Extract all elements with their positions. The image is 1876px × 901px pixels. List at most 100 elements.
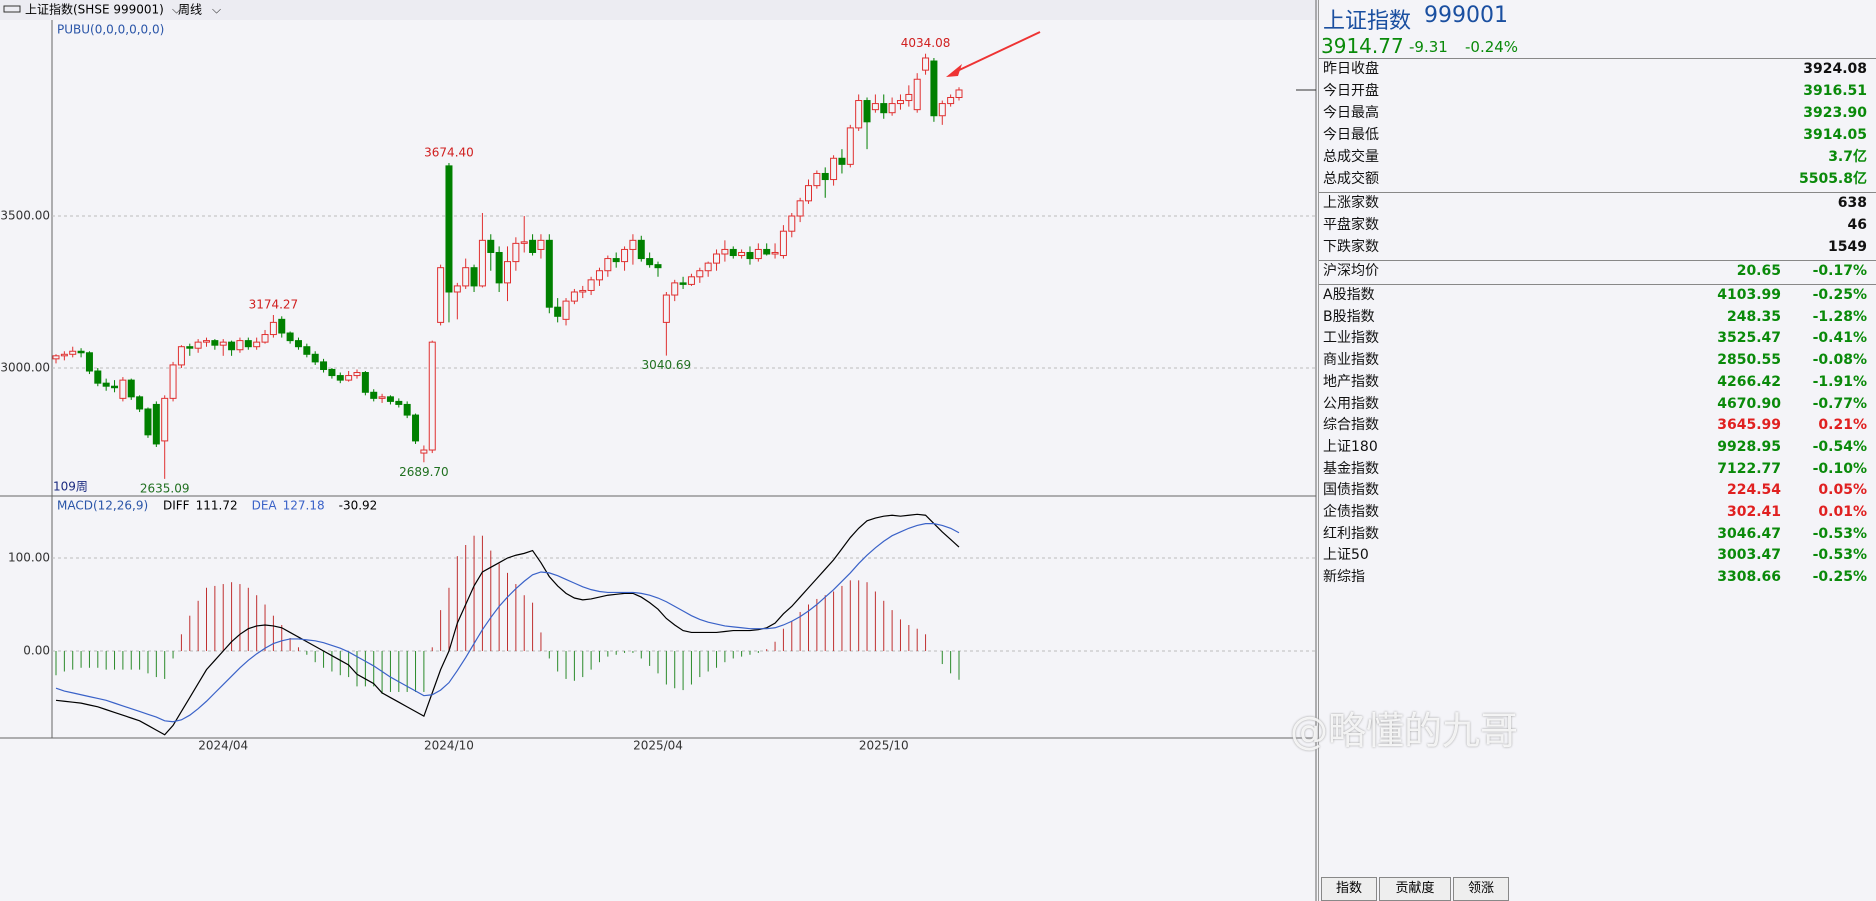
candle-body [554,306,562,317]
index-row[interactable]: B股指数 248.35 -1.28% [1319,306,1875,328]
quote-name: 上证指数 [1323,9,1412,34]
menu-icon[interactable] [3,5,21,13]
index-pct: -0.54% [1812,438,1867,455]
index-row[interactable]: 企债指数 302.41 0.01% [1319,501,1875,523]
candle-body [85,352,93,372]
row-label: 下跌家数 [1323,239,1379,255]
extreme-label: 2689.70 [399,465,449,479]
indicator[interactable]: PUBU(0,0,0,0,0,0) [57,23,164,37]
candle-body [821,172,829,181]
candle-body [938,103,946,117]
chevron: ⌵ [172,3,181,17]
candle-body [136,396,144,410]
candle-body [412,414,420,442]
candle-body [203,340,210,343]
symbol[interactable]: 上证指数(SHSE 999001) [25,2,164,17]
count-label: 109周 [53,480,88,494]
candle-body [487,239,495,253]
candle-body [236,340,244,351]
candle-body [922,57,930,71]
candle-body [495,251,503,284]
legend-name: DIFF [163,499,190,513]
candle-body [403,403,411,416]
candle-body [353,372,361,377]
candle-body [512,242,520,263]
index-row[interactable]: 工业指数 3525.47 -0.41% [1319,327,1875,349]
index-value: 3046.47 [1717,525,1781,542]
candle-body [738,251,746,257]
candle-body [478,239,486,287]
index-value: 4266.42 [1717,373,1781,390]
index-pct: -0.25% [1812,569,1867,586]
index-row[interactable]: A股指数 4103.99 -0.25% [1319,284,1875,306]
row-value: 3924.08 [1803,61,1867,77]
tab[interactable]: 贡献度 [1379,877,1451,901]
index-row[interactable]: 综合指数 3645.99 0.21% [1319,414,1875,436]
period[interactable]: 周线 [178,3,202,17]
quote-row: 昨日收盘 3924.08 [1319,58,1875,80]
quote-row: 上涨家数 638 [1319,192,1875,214]
index-row[interactable]: 红利指数 3046.47 -0.53% [1319,523,1875,545]
chart-panel: 上证指数(SHSE 999001) ⌵ 周线 ⌵ PUBU(0,0,0,0,0,… [0,0,1318,901]
quote-row: 总成交额 5505.8亿 [1319,168,1875,190]
index-pct: 0.05% [1818,482,1867,499]
index-row[interactable]: 基金指数 7122.77 -0.10% [1319,458,1875,480]
index-row[interactable]: 新综指 3308.66 -0.25% [1319,566,1875,588]
candle-body [228,341,236,351]
row-label: 今日最低 [1323,127,1379,143]
index-name: 基金指数 [1323,460,1379,477]
index-pct: -1.28% [1812,308,1867,325]
index-pct: -0.25% [1812,287,1867,303]
candle-body [579,289,587,293]
index-row[interactable]: 国债指数 224.54 0.05% [1319,479,1875,501]
candle-body [796,200,804,217]
candle-body [520,241,528,244]
candle-body [244,340,252,348]
macd-line [55,523,960,723]
candle-body [119,379,127,399]
x-tick-label: 2024/04 [198,739,248,753]
macd-title[interactable]: MACD(12,26,9) [57,499,148,513]
legend-value: 111.72 [196,499,238,513]
row-value: 3923.90 [1803,105,1867,121]
candle-body [930,60,938,117]
tab[interactable]: 领涨 [1453,877,1509,901]
index-value: 3645.99 [1717,417,1781,434]
candle-body [729,248,737,257]
legend-name: DEA [252,499,278,513]
row-value: 3.7亿 [1828,149,1867,165]
candle-body [311,353,319,363]
candle-body [545,239,553,308]
index-value: 248.35 [1726,308,1781,325]
candle-body [253,341,261,348]
candle-body [437,267,445,323]
index-name: 上证50 [1323,547,1369,564]
index-name: A股指数 [1323,287,1375,303]
candle-body [278,318,286,334]
candle-body [654,264,662,269]
y-tick-label: 3000.00 [0,360,50,374]
index-value: 3003.47 [1717,547,1781,564]
index-name: 上证180 [1323,438,1378,455]
candle-body [947,96,955,105]
candle-body [127,379,135,398]
index-row[interactable]: 公用指数 4670.90 -0.77% [1319,393,1875,415]
candle-body [788,215,796,232]
index-row[interactable]: 商业指数 2850.55 -0.08% [1319,349,1875,371]
candle-body [395,400,403,405]
tab[interactable]: 指数 [1321,877,1377,901]
index-name: B股指数 [1323,308,1375,325]
index-name: 综合指数 [1323,417,1379,434]
index-pct: -0.53% [1812,525,1867,542]
candle-body [805,185,812,202]
separator [1319,260,1876,261]
candle-body [345,375,353,381]
candle-body [637,239,645,260]
candle-body [462,267,470,287]
quote-row: 下跌家数 1549 [1319,236,1875,258]
index-row[interactable]: 上证180 9928.95 -0.54% [1319,436,1875,458]
extreme-label: 2635.09 [140,481,190,495]
index-row[interactable]: 上证50 3003.47 -0.53% [1319,544,1875,566]
index-row[interactable]: 地产指数 4266.42 -1.91% [1319,371,1875,393]
candle-body [621,248,629,263]
